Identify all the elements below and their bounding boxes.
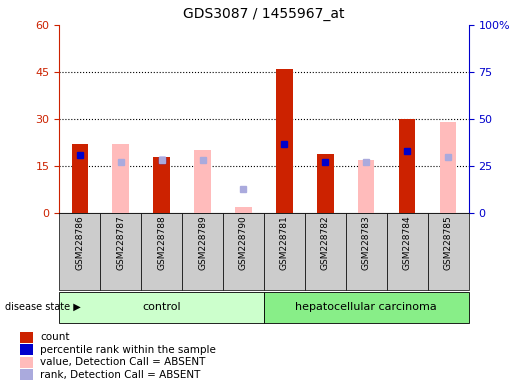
- Text: rank, Detection Call = ABSENT: rank, Detection Call = ABSENT: [40, 370, 200, 380]
- Text: GSM228789: GSM228789: [198, 215, 207, 270]
- Text: GSM228787: GSM228787: [116, 215, 125, 270]
- Bar: [264, 292, 469, 323]
- Bar: [235, 207, 252, 213]
- Bar: [141, 213, 182, 290]
- Text: GSM228781: GSM228781: [280, 215, 289, 270]
- Bar: [182, 213, 223, 290]
- Text: GSM228788: GSM228788: [157, 215, 166, 270]
- Bar: [358, 160, 374, 213]
- Bar: [20, 332, 32, 343]
- Bar: [20, 369, 32, 380]
- Bar: [72, 144, 88, 213]
- Bar: [276, 69, 293, 213]
- Bar: [153, 157, 170, 213]
- Bar: [264, 213, 305, 290]
- Text: value, Detection Call = ABSENT: value, Detection Call = ABSENT: [40, 358, 205, 367]
- Text: GSM228785: GSM228785: [444, 215, 453, 270]
- Bar: [317, 154, 334, 213]
- Bar: [112, 144, 129, 213]
- Bar: [440, 122, 456, 213]
- Text: GSM228782: GSM228782: [321, 215, 330, 270]
- Bar: [427, 213, 469, 290]
- Text: hepatocellular carcinoma: hepatocellular carcinoma: [296, 302, 437, 312]
- Text: GSM228790: GSM228790: [239, 215, 248, 270]
- Bar: [59, 292, 264, 323]
- Bar: [194, 151, 211, 213]
- Bar: [20, 357, 32, 368]
- Text: count: count: [40, 332, 70, 342]
- Bar: [59, 213, 100, 290]
- Text: GSM228784: GSM228784: [403, 215, 411, 270]
- Text: GSM228786: GSM228786: [75, 215, 84, 270]
- Bar: [20, 344, 32, 355]
- Text: GSM228783: GSM228783: [362, 215, 371, 270]
- Bar: [346, 213, 387, 290]
- Bar: [305, 213, 346, 290]
- Bar: [399, 119, 416, 213]
- Bar: [223, 213, 264, 290]
- Text: percentile rank within the sample: percentile rank within the sample: [40, 344, 216, 354]
- Title: GDS3087 / 1455967_at: GDS3087 / 1455967_at: [183, 7, 345, 21]
- Bar: [100, 213, 141, 290]
- Bar: [387, 213, 427, 290]
- Text: control: control: [142, 302, 181, 312]
- Text: disease state ▶: disease state ▶: [5, 302, 81, 312]
